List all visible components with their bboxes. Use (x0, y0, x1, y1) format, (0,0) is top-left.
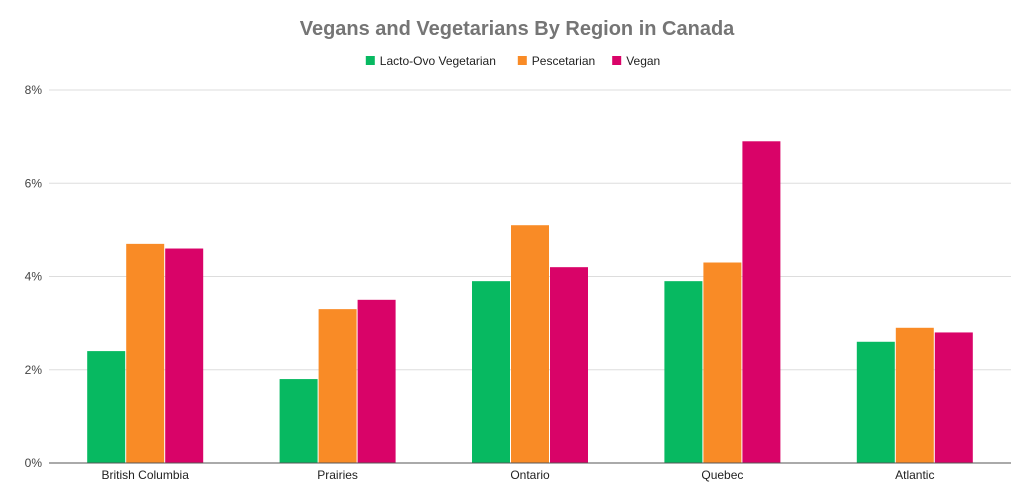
bar-lacto-ovo-vegetarian-british-columbia (87, 351, 126, 463)
bar-pescetarian-quebec (703, 262, 742, 463)
x-tick-label-quebec: Quebec (701, 468, 743, 482)
x-tick-label-prairies: Prairies (317, 468, 358, 482)
bar-vegan-atlantic (934, 332, 973, 463)
bar-lacto-ovo-vegetarian-quebec (664, 281, 703, 463)
chart-title: Vegans and Vegetarians By Region in Cana… (300, 18, 735, 40)
legend-item-lacto-ovo-vegetarian[interactable]: Lacto-Ovo Vegetarian (365, 54, 496, 68)
bar-pescetarian-prairies (318, 309, 357, 463)
bar-pescetarian-british-columbia (126, 243, 165, 463)
legend-swatch-vegan (612, 56, 622, 65)
legend-label-lacto-ovo-vegetarian: Lacto-Ovo Vegetarian (380, 54, 496, 68)
bar-lacto-ovo-vegetarian-prairies (279, 379, 318, 463)
x-axis-labels: British Columbia Prairies Ontario Quebec Atl… (102, 468, 935, 482)
bar-lacto-ovo-vegetarian-atlantic (856, 341, 895, 463)
y-tick-label: 6% (25, 176, 43, 190)
bars (87, 141, 973, 463)
bar-vegan-british-columbia (165, 248, 204, 463)
legend-swatch-pescetarian (517, 56, 527, 65)
y-tick-label: 2% (25, 363, 43, 377)
y-tick-label: 8% (25, 83, 43, 97)
bar-vegan-ontario (550, 267, 588, 463)
bar-lacto-ovo-vegetarian-ontario (472, 281, 510, 463)
legend-item-pescetarian[interactable]: Pescetarian (517, 54, 595, 68)
bar-vegan-quebec (742, 141, 781, 463)
x-tick-label-ontario: Ontario (510, 468, 550, 482)
bar-pescetarian-ontario (511, 225, 549, 463)
legend-label-pescetarian: Pescetarian (532, 54, 595, 68)
y-axis-ticks: 0% 2% 4% 6% 8% (25, 83, 43, 470)
legend-item-vegan[interactable]: Vegan (612, 54, 660, 68)
legend: Lacto-Ovo Vegetarian Pescetarian Vegan (365, 54, 660, 68)
legend-label-vegan: Vegan (626, 54, 660, 68)
y-tick-label: 0% (25, 456, 43, 470)
legend-swatch-lacto-ovo-vegetarian (365, 56, 375, 65)
y-tick-label: 4% (25, 270, 43, 284)
bar-vegan-prairies (357, 299, 396, 463)
bar-pescetarian-atlantic (895, 327, 934, 463)
x-tick-label-atlantic: Atlantic (895, 468, 934, 482)
x-tick-label-british-columbia: British Columbia (102, 468, 190, 482)
